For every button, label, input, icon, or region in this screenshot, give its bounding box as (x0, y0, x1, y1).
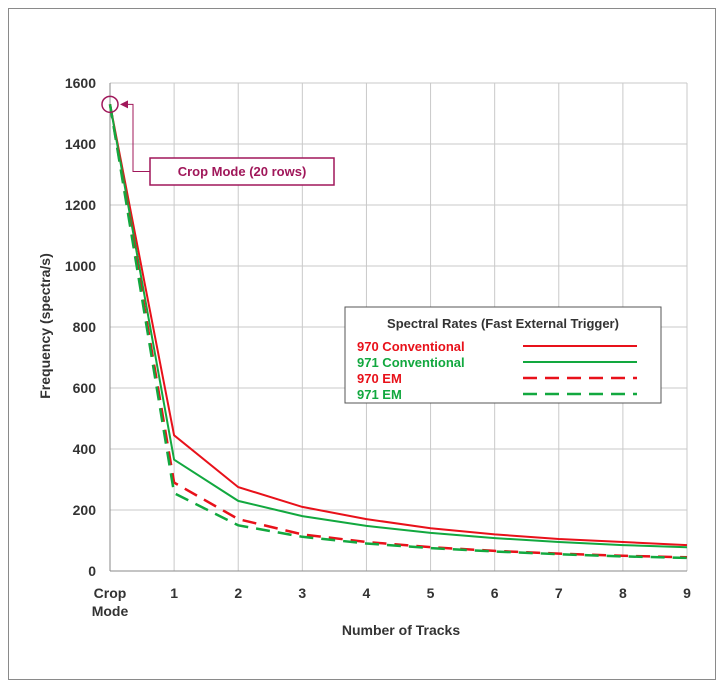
x-tick-label: 5 (427, 585, 435, 601)
legend-label: 971 Conventional (357, 355, 465, 370)
legend-label: 970 Conventional (357, 339, 465, 354)
series-lines (108, 104, 688, 560)
x-tick-label: 8 (619, 585, 627, 601)
series-line-3 (108, 104, 688, 560)
x-tick-label: Crop Mode (92, 585, 129, 619)
x-tick-label: 9 (683, 585, 691, 601)
callout-label: Crop Mode (20 rows) (178, 164, 307, 179)
legend-label: 971 EM (357, 387, 402, 402)
chart-frame: 0 200 400 600 800 1000 1200 1400 1600 Crop Mode 1 2 3… (8, 8, 716, 680)
callout-arrowhead (120, 100, 128, 109)
axes (109, 83, 687, 572)
x-tick-label: 6 (491, 585, 499, 601)
callout-box (149, 157, 335, 186)
x-axis-title: Number of Tracks (342, 622, 460, 638)
callout-leader (122, 103, 150, 172)
x-tick-label: 1 (170, 585, 178, 601)
series-line-1 (109, 104, 688, 549)
x-tick-label: 7 (555, 585, 563, 601)
y-tick-label: 200 (73, 502, 97, 518)
legend-box (344, 306, 662, 404)
y-tick-label: 1000 (65, 258, 96, 274)
y-tick-label: 400 (73, 441, 97, 457)
y-tick-label: 1200 (65, 197, 96, 213)
x-tick-label: 4 (363, 585, 371, 601)
y-tick-label: 800 (73, 319, 97, 335)
legend: Spectral Rates (Fast External Trigger) 97… (344, 306, 662, 404)
y-axis-title: Frequency (spectra/s) (37, 253, 53, 399)
x-tick-label: 2 (234, 585, 242, 601)
line-chart: 0 200 400 600 800 1000 1200 1400 1600 Crop Mode 1 2 3… (37, 75, 691, 638)
x-tick-label: 3 (298, 585, 306, 601)
tick-labels: 0 200 400 600 800 1000 1200 1400 1600 Crop Mode 1 2 3… (65, 75, 691, 619)
legend-label: 970 EM (357, 371, 402, 386)
y-tick-label: 1600 (65, 75, 96, 91)
y-tick-label: 600 (73, 380, 97, 396)
y-tick-label: 1400 (65, 136, 96, 152)
callout-circle (101, 95, 119, 114)
series-line-0 (109, 104, 688, 547)
y-tick-label: 0 (88, 563, 96, 579)
legend-title: Spectral Rates (Fast External Trigger) (387, 316, 619, 331)
crop-mode-annotation: Crop Mode (20 rows) (101, 95, 335, 186)
